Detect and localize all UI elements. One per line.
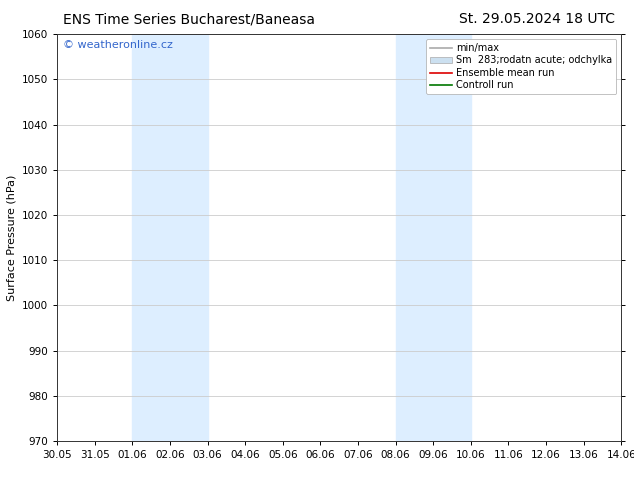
Text: ENS Time Series Bucharest/Baneasa: ENS Time Series Bucharest/Baneasa [63, 12, 315, 26]
Bar [396, 34, 471, 441]
Y-axis label: Surface Pressure (hPa): Surface Pressure (hPa) [6, 174, 16, 301]
Legend: min/max, Sm  283;rodatn acute; odchylka, Ensemble mean run, Controll run: min/max, Sm 283;rodatn acute; odchylka, … [426, 39, 616, 94]
Bar [133, 34, 207, 441]
Text: © weatheronline.cz: © weatheronline.cz [63, 40, 172, 50]
Text: St. 29.05.2024 18 UTC: St. 29.05.2024 18 UTC [459, 12, 615, 26]
